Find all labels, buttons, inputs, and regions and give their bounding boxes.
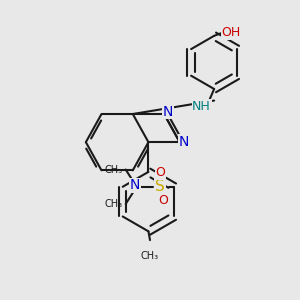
Text: CH₃: CH₃	[104, 199, 123, 209]
Text: CH₃: CH₃	[104, 165, 123, 175]
Text: OH: OH	[222, 26, 241, 39]
Text: O: O	[158, 194, 168, 207]
Text: O: O	[155, 166, 165, 179]
Text: N: N	[163, 104, 173, 118]
Text: N: N	[178, 135, 189, 149]
Text: NH: NH	[192, 100, 211, 113]
Text: S: S	[155, 179, 165, 194]
Text: CH₃: CH₃	[141, 251, 159, 261]
Text: N: N	[130, 178, 140, 192]
